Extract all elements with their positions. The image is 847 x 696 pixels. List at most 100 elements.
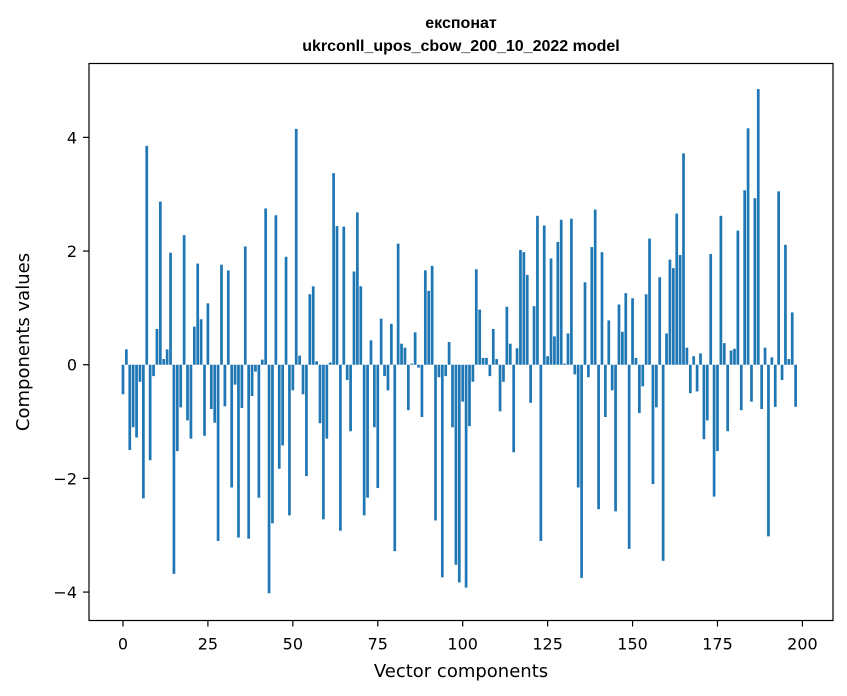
- bar-49: [288, 364, 291, 516]
- bar-174: [712, 364, 716, 497]
- bar-76: [379, 318, 383, 365]
- bar-86: [413, 332, 417, 365]
- bar-137: [587, 364, 590, 378]
- bar-54: [305, 364, 308, 477]
- chart-title-line1: експонат: [425, 15, 497, 32]
- bar-59: [322, 364, 325, 520]
- bar-47: [281, 364, 284, 446]
- bar-136: [583, 282, 587, 365]
- bar-25: [206, 303, 210, 365]
- bar-91: [430, 265, 434, 365]
- bar-80: [393, 364, 397, 552]
- bar-24: [203, 364, 206, 436]
- bar-123: [539, 364, 543, 541]
- x-axis-ticks: 0 25 50 75 100 125 150 175 200: [118, 620, 818, 654]
- x-tick-label: 200: [787, 635, 818, 654]
- bar-166: [685, 347, 689, 365]
- bar-184: [746, 128, 750, 365]
- bar-63: [335, 226, 339, 365]
- bar-150: [631, 298, 634, 365]
- bar-161: [668, 259, 672, 365]
- bar-0: [121, 364, 125, 395]
- bar-81: [396, 243, 400, 365]
- bar-3: [131, 364, 135, 428]
- bar-18: [182, 235, 186, 365]
- bar-21: [192, 326, 196, 365]
- bar-32: [230, 364, 234, 488]
- bar-111: [498, 364, 502, 412]
- bar-75: [376, 364, 380, 489]
- bar-127: [553, 336, 556, 365]
- bar-129: [559, 219, 563, 365]
- bar-51: [294, 128, 298, 365]
- bar-157: [654, 364, 658, 408]
- bar-30: [223, 364, 227, 407]
- bar-10: [155, 328, 159, 365]
- bar-164: [678, 255, 682, 365]
- bar-113: [505, 306, 509, 365]
- bar-94: [440, 364, 444, 578]
- bar-182: [739, 364, 743, 411]
- bar-42: [264, 208, 268, 365]
- bar-71: [362, 364, 366, 516]
- plot-frame: [88, 62, 834, 622]
- bar-72: [366, 364, 369, 498]
- bar-61: [328, 362, 332, 365]
- bar-173: [709, 253, 713, 365]
- bar-5: [138, 364, 142, 382]
- bar-109: [491, 328, 495, 365]
- bar-165: [682, 153, 685, 365]
- bar-122: [536, 215, 539, 365]
- bar-189: [763, 347, 767, 365]
- bar-78: [386, 364, 390, 391]
- bar-69: [356, 212, 359, 365]
- bar-89: [423, 270, 427, 365]
- bar-97: [451, 364, 454, 428]
- bar-65: [342, 226, 346, 365]
- bar-90: [427, 290, 431, 365]
- bar-172: [705, 364, 709, 421]
- bar-117: [519, 249, 522, 365]
- bar-33: [233, 364, 237, 385]
- bar-40: [257, 364, 261, 498]
- bar-198: [794, 364, 797, 407]
- bar-84: [406, 364, 410, 411]
- bar-52: [298, 355, 301, 365]
- bar-120: [529, 364, 532, 403]
- bar-4: [135, 364, 138, 438]
- bar-190: [767, 364, 770, 537]
- bar-37: [247, 364, 251, 539]
- bar-195: [784, 244, 787, 365]
- bar-20: [189, 364, 193, 439]
- bar-188: [760, 364, 764, 410]
- bar-96: [447, 342, 451, 365]
- bar-99: [457, 364, 461, 583]
- y-tick-label: 2: [67, 242, 77, 261]
- bar-126: [549, 258, 553, 365]
- bar-68: [352, 271, 356, 365]
- bar-58: [318, 364, 322, 424]
- bar-9: [152, 364, 155, 377]
- bar-125: [546, 356, 549, 365]
- bar-176: [719, 215, 723, 365]
- bar-162: [671, 268, 675, 365]
- y-tick-label: −4: [53, 583, 77, 602]
- bar-64: [339, 364, 342, 531]
- bar-168: [692, 356, 696, 365]
- bar-38: [250, 364, 254, 396]
- bar-131: [566, 333, 570, 365]
- bar-85: [410, 363, 414, 365]
- bar-118: [522, 252, 526, 365]
- bar-98: [454, 364, 458, 565]
- bar-191: [770, 357, 774, 365]
- x-tick-label: 150: [617, 635, 648, 654]
- bar-12: [162, 359, 166, 365]
- x-tick-label: 100: [447, 635, 478, 654]
- bar-194: [780, 364, 784, 381]
- bar-132: [570, 218, 573, 365]
- bar-193: [777, 191, 780, 365]
- bar-142: [604, 364, 607, 418]
- bar-170: [699, 353, 702, 365]
- bar-133: [573, 364, 577, 375]
